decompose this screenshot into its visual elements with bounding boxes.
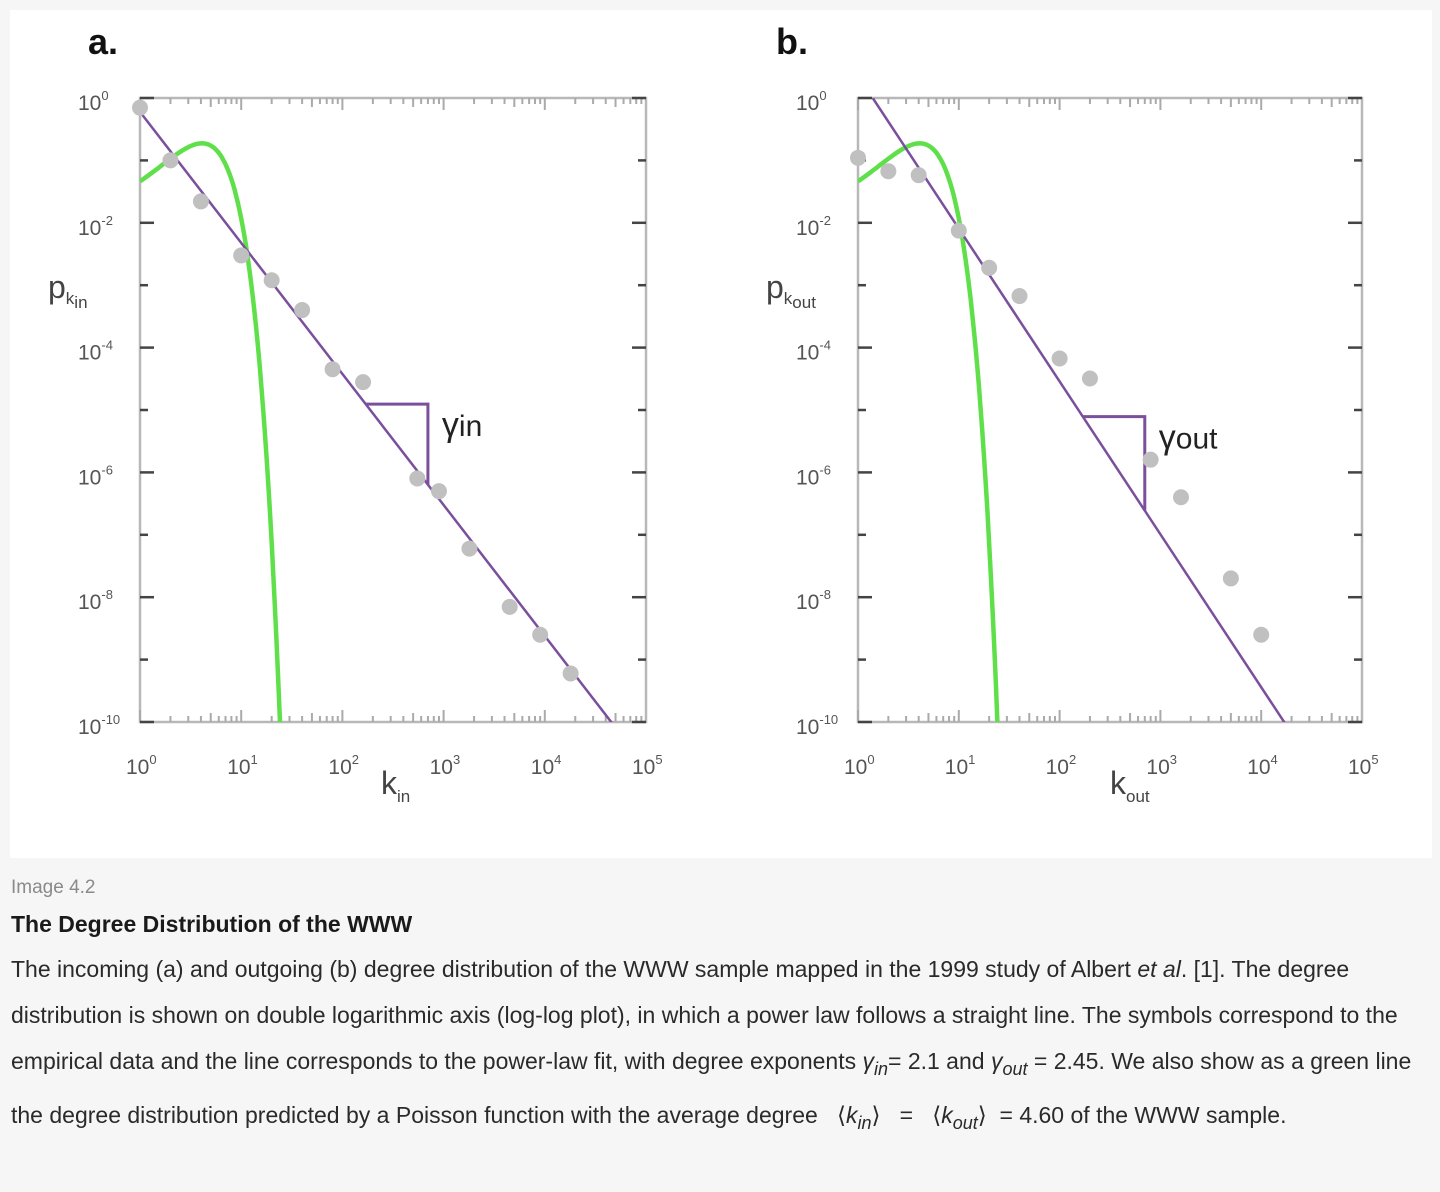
x-tick-label-1-0: 100	[844, 752, 875, 779]
gamma-out-value: = 2.45. We also show as a green line the…	[11, 1048, 1412, 1128]
x-tick-label-1-5: 105	[1348, 752, 1379, 779]
data-point-0-2	[192, 193, 209, 210]
data-point-0-13	[562, 665, 579, 682]
x-tick-label-0-2: 102	[328, 752, 359, 779]
data-point-1-3	[950, 222, 967, 239]
power-law-fit-0	[140, 111, 613, 722]
power-law-fit-1	[871, 98, 1286, 722]
data-point-1-11	[1253, 626, 1270, 643]
panel-letter-0: a.	[88, 21, 118, 62]
data-point-1-8	[1142, 451, 1159, 468]
gamma-out-sub: out	[1002, 1059, 1028, 1079]
data-point-0-6	[324, 361, 341, 378]
x-tick-label-1-3: 103	[1146, 752, 1177, 779]
gamma-label-0: γin	[442, 406, 482, 444]
y-axis-label-1: pkout	[766, 269, 816, 312]
data-point-1-1	[880, 163, 897, 180]
caption-text-2: . [1]. The degree distribution is shown …	[11, 956, 1398, 1074]
angle-open: ⟨	[836, 1102, 846, 1128]
y-tick-label-0-5: 10-10	[78, 712, 120, 739]
caption-equals: =	[893, 1102, 920, 1128]
data-point-1-5	[1011, 288, 1028, 305]
y-tick-label-1-1: 10-2	[796, 213, 831, 240]
y-tick-label-0-4: 10-8	[78, 587, 113, 614]
caption-title: The Degree Distribution of the WWW	[11, 911, 413, 937]
y-tick-label-1-5: 10-10	[796, 712, 838, 739]
data-point-0-4	[263, 272, 280, 289]
x-tick-label-0-4: 104	[531, 752, 562, 779]
x-axis-label-1: kout	[1110, 765, 1150, 806]
caption-end: = 4.60 of the WWW sample.	[993, 1102, 1287, 1128]
data-point-0-0	[132, 99, 148, 116]
y-tick-label-1-0: 100	[796, 88, 827, 115]
poisson-curve-1	[858, 141, 1000, 722]
k-symbol-2: k	[941, 1102, 953, 1128]
y-tick-label-0-1: 10-2	[78, 213, 113, 240]
slope-triangle-1	[1082, 415, 1147, 511]
data-point-1-4	[981, 259, 998, 276]
data-point-0-10	[461, 540, 478, 557]
angle-open-2: ⟨	[932, 1102, 942, 1128]
data-point-0-5	[294, 302, 311, 319]
data-point-1-9	[1172, 489, 1189, 506]
data-point-0-11	[501, 598, 518, 615]
gamma-label-1: γout	[1159, 419, 1218, 457]
k-symbol: k	[845, 1102, 858, 1128]
data-point-1-10	[1222, 570, 1239, 587]
caption-etal: et al	[1137, 956, 1181, 982]
panel-letter-1: b.	[776, 21, 808, 62]
y-tick-label-0-2: 10-4	[78, 338, 113, 365]
angle-close-2: ⟩	[977, 1102, 987, 1128]
figure-caption: Image 4.2 The Degree Distribution of the…	[11, 876, 1433, 1146]
gamma-in-sub: in	[873, 1059, 888, 1079]
plot-frame-0	[138, 96, 648, 724]
data-point-1-2	[910, 167, 927, 184]
caption-body: The incoming (a) and outgoing (b) degree…	[11, 946, 1433, 1146]
gamma-in-value: = 2.1	[888, 1048, 940, 1074]
data-point-0-1	[162, 152, 179, 169]
gamma-symbol-2: γ	[990, 1048, 1003, 1074]
y-tick-label-0-0: 100	[78, 88, 109, 115]
x-tick-label-0-3: 103	[430, 752, 461, 779]
angle-close: ⟩	[871, 1102, 881, 1128]
x-tick-label-1-2: 102	[1046, 752, 1077, 779]
data-point-0-12	[532, 626, 549, 643]
data-point-0-9	[430, 483, 447, 500]
y-axis-label-0: pkin	[48, 269, 88, 312]
k-in-sub: in	[857, 1113, 872, 1133]
data-point-0-3	[233, 247, 250, 264]
y-tick-label-1-2: 10-4	[796, 338, 831, 365]
caption-text-1: The incoming (a) and outgoing (b) degree…	[11, 956, 1138, 982]
caption-label: Image 4.2	[11, 877, 96, 898]
x-tick-label-0-0: 100	[126, 752, 157, 779]
data-point-0-7	[355, 374, 372, 391]
y-tick-label-1-3: 10-6	[796, 462, 831, 489]
y-tick-label-0-3: 10-6	[78, 462, 113, 489]
x-tick-label-1-4: 104	[1247, 752, 1278, 779]
data-point-1-6	[1051, 350, 1068, 367]
figure-panel: a. 100 10-2 10-4 10-6 10-8 10-10 100 101 102 103 10…	[10, 10, 1432, 858]
gamma-symbol: γ	[862, 1048, 874, 1074]
poisson-curve-0	[140, 141, 283, 722]
x-tick-label-1-1: 101	[945, 752, 976, 779]
data-point-1-0	[850, 149, 866, 166]
k-out-sub: out	[952, 1113, 978, 1133]
data-point-0-8	[409, 470, 426, 487]
slope-triangle-0	[365, 402, 430, 485]
x-axis-label-0: kin	[381, 765, 410, 806]
x-tick-label-0-5: 105	[632, 752, 663, 779]
data-point-1-7	[1081, 370, 1098, 387]
x-tick-label-0-1: 101	[227, 752, 258, 779]
y-tick-label-1-4: 10-8	[796, 587, 831, 614]
caption-and: and	[939, 1048, 991, 1074]
